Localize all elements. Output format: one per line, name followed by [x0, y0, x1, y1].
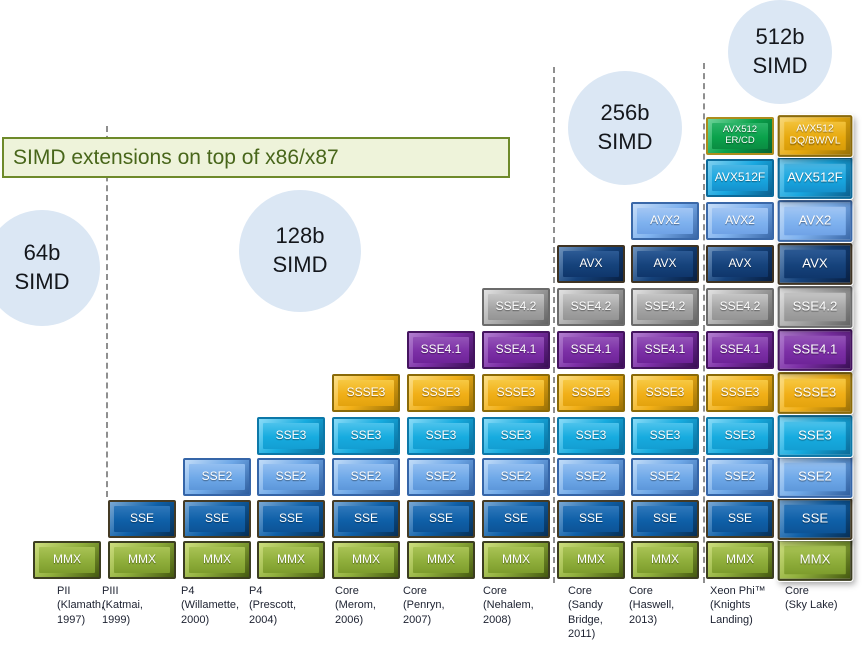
block-ssse3-col7: SSSE3 — [482, 374, 550, 412]
block-sse41-col9: SSE4.1 — [631, 331, 699, 369]
block-sse3-col4: SSE3 — [257, 417, 325, 455]
block-sse42-col11: SSE4.2 — [777, 286, 853, 328]
block-avx512ercd-col10: AVX512 ER/CD — [706, 117, 774, 155]
block-avx512dqbwvl-col11: AVX512 DQ/BW/VL — [777, 115, 853, 157]
processor-label-corehaswell2013: Core (Haswell, 2013) — [629, 585, 675, 626]
block-ssse3-col5: SSSE3 — [332, 374, 400, 412]
64b-simd-bubble: 64b SIMD — [0, 210, 100, 326]
block-mmx-col6: MMX — [407, 541, 475, 579]
block-ssse3-col6: SSSE3 — [407, 374, 475, 412]
era-separator-line-3 — [703, 63, 705, 583]
block-mmx-col2: MMX — [108, 541, 176, 579]
block-sse-col11: SSE — [777, 498, 853, 540]
block-ssse3-col11: SSSE3 — [777, 372, 853, 414]
processor-label-piiikatmai1999: PIII (Katmai, 1999) — [102, 585, 143, 626]
block-sse3-col7: SSE3 — [482, 417, 550, 455]
block-sse3-col9: SSE3 — [631, 417, 699, 455]
block-sse41-col7: SSE4.1 — [482, 331, 550, 369]
block-ssse3-col8: SSSE3 — [557, 374, 625, 412]
block-sse2-col5: SSE2 — [332, 458, 400, 496]
processor-label-p4prescott2004: P4 (Prescott, 2004) — [249, 585, 297, 626]
block-sse-col8: SSE — [557, 500, 625, 538]
processor-label-p4willamette2000: P4 (Willamette, 2000) — [181, 585, 240, 626]
block-sse41-col10: SSE4.1 — [706, 331, 774, 369]
block-sse-col3: SSE — [183, 500, 251, 538]
block-sse3-col8: SSE3 — [557, 417, 625, 455]
block-avx2-col11: AVX2 — [777, 200, 853, 242]
block-avx-col10: AVX — [706, 245, 774, 283]
512b-simd-bubble: 512b SIMD — [728, 0, 832, 104]
block-mmx-col9: MMX — [631, 541, 699, 579]
era-separator-line-1 — [106, 126, 108, 497]
block-sse-col6: SSE — [407, 500, 475, 538]
block-sse2-col8: SSE2 — [557, 458, 625, 496]
block-sse-col9: SSE — [631, 500, 699, 538]
block-sse3-col5: SSE3 — [332, 417, 400, 455]
block-sse41-col8: SSE4.1 — [557, 331, 625, 369]
processor-label-coremerom2006: Core (Merom, 2006) — [335, 585, 376, 626]
processor-label-coreskylake: Core (Sky Lake) — [785, 585, 838, 612]
block-sse-col4: SSE — [257, 500, 325, 538]
block-avx512f-col11: AVX512F — [777, 157, 853, 199]
block-sse2-col4: SSE2 — [257, 458, 325, 496]
block-sse2-col3: SSE2 — [183, 458, 251, 496]
block-mmx-col1: MMX — [33, 541, 101, 579]
block-sse3-col10: SSE3 — [706, 417, 774, 455]
block-avx2-col10: AVX2 — [706, 202, 774, 240]
128b-simd-bubble: 128b SIMD — [239, 190, 361, 312]
block-mmx-col11: MMX — [777, 539, 853, 581]
block-mmx-col7: MMX — [482, 541, 550, 579]
block-sse2-col9: SSE2 — [631, 458, 699, 496]
processor-label-xeonphiknightslanding: Xeon Phi™ (Knights Landing) — [710, 585, 766, 626]
processor-label-corepenryn2007: Core (Penryn, 2007) — [403, 585, 445, 626]
block-ssse3-col10: SSSE3 — [706, 374, 774, 412]
block-sse2-col6: SSE2 — [407, 458, 475, 496]
block-avx512f-col10: AVX512F — [706, 159, 774, 197]
block-sse2-col10: SSE2 — [706, 458, 774, 496]
block-sse-col5: SSE — [332, 500, 400, 538]
block-mmx-col8: MMX — [557, 541, 625, 579]
block-sse-col7: SSE — [482, 500, 550, 538]
era-separator-line-2 — [553, 67, 555, 583]
block-sse-col2: SSE — [108, 500, 176, 538]
block-sse-col10: SSE — [706, 500, 774, 538]
block-avx-col9: AVX — [631, 245, 699, 283]
block-sse41-col11: SSE4.1 — [777, 329, 853, 371]
block-avx-col11: AVX — [777, 243, 853, 285]
processor-label-piiklamath1997: PII (Klamath, 1997) — [57, 585, 105, 626]
title-box: SIMD extensions on top of x86/x87 — [2, 137, 510, 178]
block-sse41-col6: SSE4.1 — [407, 331, 475, 369]
block-mmx-col5: MMX — [332, 541, 400, 579]
block-sse42-col9: SSE4.2 — [631, 288, 699, 326]
block-sse42-col10: SSE4.2 — [706, 288, 774, 326]
page-title: SIMD extensions on top of x86/x87 — [13, 145, 339, 169]
block-sse42-col7: SSE4.2 — [482, 288, 550, 326]
block-mmx-col10: MMX — [706, 541, 774, 579]
processor-label-corenehalem2008: Core (Nehalem, 2008) — [483, 585, 534, 626]
256b-simd-bubble: 256b SIMD — [568, 71, 682, 185]
block-sse42-col8: SSE4.2 — [557, 288, 625, 326]
block-sse3-col11: SSE3 — [777, 415, 853, 457]
processor-label-coresandybridge2011: Core (Sandy Bridge, 2011) — [568, 585, 603, 640]
block-avx2-col9: AVX2 — [631, 202, 699, 240]
block-mmx-col4: MMX — [257, 541, 325, 579]
block-mmx-col3: MMX — [183, 541, 251, 579]
block-sse3-col6: SSE3 — [407, 417, 475, 455]
block-sse2-col7: SSE2 — [482, 458, 550, 496]
block-ssse3-col9: SSSE3 — [631, 374, 699, 412]
block-avx-col8: AVX — [557, 245, 625, 283]
block-sse2-col11: SSE2 — [777, 456, 853, 498]
